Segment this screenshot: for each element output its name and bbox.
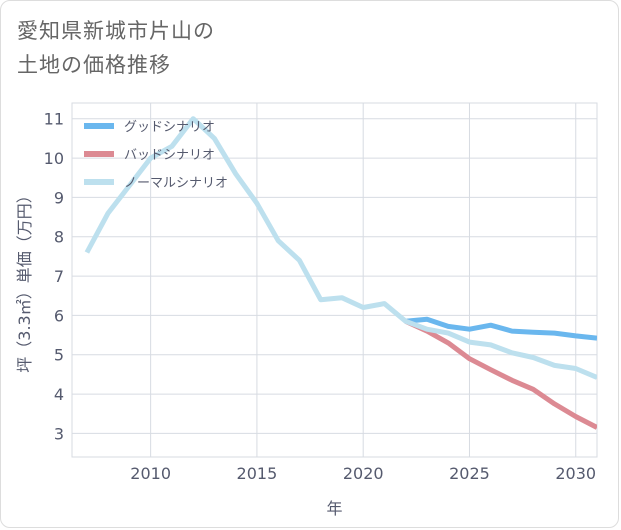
- plot-area-border: [71, 102, 598, 458]
- series-line-normal: [84, 116, 597, 380]
- y-tick-label: 4: [54, 385, 64, 404]
- series-line-bad: [404, 319, 597, 430]
- y-tick-label: 3: [54, 424, 64, 443]
- y-tick-label: 10: [44, 149, 64, 168]
- series-lines: [84, 116, 597, 430]
- y-axis-label: 坪（3.3㎡）単価（万円）: [15, 187, 34, 372]
- series-line-good: [405, 316, 597, 341]
- x-tick-label: 2030: [555, 464, 596, 483]
- title-line-1: 愛知県新城市片山の: [17, 19, 215, 43]
- axis-tick-labels: 3 4 5 6 7 8 9 10 11 2010 2015 2020 2025 2030: [44, 110, 596, 483]
- grid-lines: [71, 102, 598, 458]
- x-tick-label: 2020: [343, 464, 384, 483]
- y-tick-label: 5: [54, 346, 64, 365]
- legend-label-good: グッドシナリオ: [124, 120, 215, 135]
- y-tick-label: 6: [54, 306, 64, 325]
- legend-label-normal: ノーマルシナリオ: [124, 176, 228, 191]
- y-tick-label: 8: [54, 228, 64, 247]
- legend-label-bad: バッドシナリオ: [124, 148, 215, 163]
- y-tick-label: 11: [44, 110, 64, 129]
- y-tick-label: 9: [54, 188, 64, 207]
- x-tick-label: 2025: [449, 464, 490, 483]
- title-line-2: 土地の価格推移: [17, 53, 171, 77]
- chart-title: 愛知県新城市片山の 土地の価格推移: [17, 14, 215, 82]
- x-axis-label: 年: [326, 499, 342, 518]
- x-tick-label: 2015: [237, 464, 278, 483]
- x-tick-label: 2010: [130, 464, 171, 483]
- y-tick-label: 7: [54, 267, 64, 286]
